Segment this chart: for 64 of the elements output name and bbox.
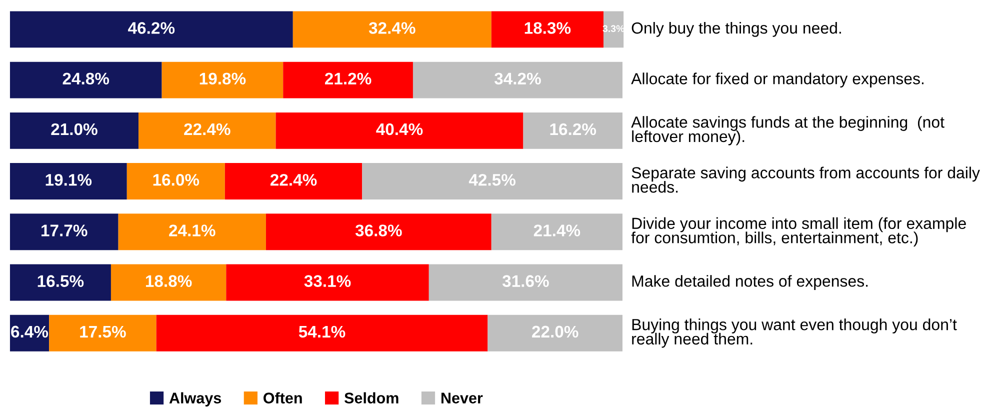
data-label: 31.6% bbox=[502, 275, 549, 288]
data-label: 17.5% bbox=[80, 326, 126, 338]
bar bbox=[10, 11, 293, 48]
bar bbox=[276, 112, 524, 149]
data-label: 42.5% bbox=[468, 174, 516, 186]
data-label: 33.1% bbox=[304, 275, 351, 288]
data-label: 22.4% bbox=[184, 123, 230, 136]
bar bbox=[412, 62, 622, 98]
bar bbox=[10, 264, 111, 301]
y-tick-label: Make detailed notes of expenses. bbox=[632, 275, 868, 290]
data-label: 21.4% bbox=[534, 224, 580, 236]
data-label: 6.4% bbox=[11, 326, 48, 338]
bar bbox=[283, 62, 413, 98]
data-label: 21.0% bbox=[51, 123, 98, 136]
y-tick-label: Buying things you want even though you don’t really need them. bbox=[632, 318, 957, 348]
data-label: 34.2% bbox=[494, 72, 541, 85]
legend-label: Always bbox=[169, 392, 222, 406]
bar bbox=[491, 11, 604, 48]
bar bbox=[428, 264, 622, 301]
data-label: 16.2% bbox=[550, 123, 596, 136]
data-label: 36.8% bbox=[355, 224, 402, 236]
bar bbox=[156, 314, 488, 352]
data-label: 17.7% bbox=[42, 224, 88, 236]
y-tick-label: Allocate for fixed or mandatory expenses. bbox=[631, 72, 924, 88]
y-tick-label: Allocate savings funds at the beginning (not leftover money). bbox=[631, 116, 944, 146]
y-tick-label: Divide your income into small item (for example for consumtion, bills, entertainment, etc.) bbox=[631, 217, 966, 246]
bar bbox=[126, 163, 225, 200]
legend-label: Never bbox=[441, 392, 483, 404]
bar bbox=[266, 214, 492, 250]
data-label: 54.1% bbox=[298, 326, 346, 338]
bar bbox=[110, 264, 226, 301]
data-label: 16.5% bbox=[38, 275, 84, 287]
data-label: 19.1% bbox=[46, 174, 92, 186]
data-label: 24.8% bbox=[62, 72, 110, 85]
legend-label: Seldom bbox=[344, 392, 398, 404]
data-label: 18.3% bbox=[524, 22, 571, 34]
data-label: 22.4% bbox=[270, 174, 317, 186]
bar bbox=[488, 314, 622, 352]
bar bbox=[226, 264, 429, 301]
data-label: 18.8% bbox=[146, 275, 192, 287]
data-label: 40.4% bbox=[376, 123, 423, 136]
bar bbox=[10, 62, 162, 98]
bar bbox=[49, 314, 156, 352]
data-label: 21.2% bbox=[324, 72, 372, 84]
bar bbox=[292, 11, 492, 48]
bar bbox=[224, 163, 362, 200]
data-label: 24.1% bbox=[169, 224, 216, 236]
bar bbox=[138, 112, 276, 149]
bar bbox=[491, 214, 622, 250]
legend-label: Often bbox=[264, 392, 302, 404]
y-tick-label: Only buy the things you need. bbox=[632, 22, 841, 37]
bar bbox=[362, 163, 622, 200]
data-label: 46.2% bbox=[128, 22, 175, 34]
bar bbox=[10, 163, 127, 200]
bar bbox=[118, 214, 266, 250]
bar bbox=[10, 214, 118, 250]
bar bbox=[162, 62, 284, 98]
data-label: 32.4% bbox=[368, 22, 416, 34]
bar bbox=[523, 112, 622, 149]
data-label: 22.0% bbox=[532, 326, 578, 338]
bar bbox=[10, 112, 139, 149]
data-label: 16.0% bbox=[153, 174, 200, 186]
data-label: 19.8% bbox=[200, 72, 246, 85]
y-tick-label: Separate saving accounts from accounts for daily needs. bbox=[632, 166, 980, 193]
